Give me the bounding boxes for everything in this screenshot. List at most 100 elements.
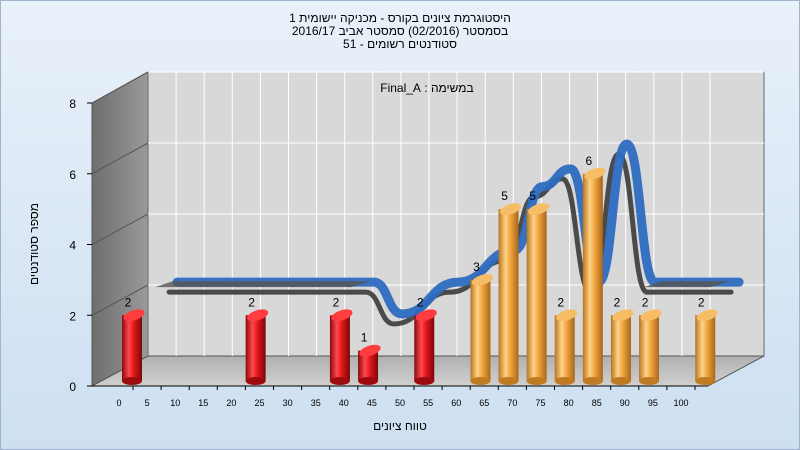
- grid-line-side: [91, 213, 149, 245]
- x-tick-label: 90: [620, 398, 630, 408]
- bar-top: [123, 309, 145, 322]
- bars-layer: [122, 167, 718, 385]
- bar-base: [122, 377, 142, 385]
- bar-data-label: 6: [585, 154, 592, 168]
- bar-top: [499, 203, 522, 215]
- bar: [329, 309, 353, 385]
- bar-body: [245, 315, 266, 381]
- bar-base: [414, 377, 435, 385]
- bar-data-label: 2: [248, 295, 255, 309]
- x-tick-label: 80: [564, 398, 574, 408]
- trend-ribbon: [172, 139, 744, 319]
- bar-base: [639, 377, 660, 385]
- bar-base: [610, 377, 631, 385]
- bar-top: [528, 203, 550, 215]
- bar-top: [584, 167, 606, 180]
- bar: [695, 309, 718, 385]
- x-tick-label: 35: [311, 398, 321, 408]
- bar-top: [247, 309, 269, 322]
- grid-line-side: [91, 284, 149, 316]
- bar-base: [329, 377, 350, 385]
- y-tick-label: 4: [69, 239, 76, 253]
- x-tick-label: 45: [367, 398, 377, 408]
- bar-data-label: 5: [529, 189, 536, 203]
- bar-body: [122, 315, 142, 381]
- x-tick-label: 5: [145, 398, 150, 408]
- bar-top: [556, 309, 578, 322]
- title-line-1: היסטוגרמת ציונים בקורס - מכניקה יישומית …: [289, 11, 511, 25]
- bar-top: [640, 309, 662, 322]
- bar-body: [610, 315, 631, 381]
- bar-body: [526, 209, 547, 381]
- bar-top: [331, 309, 353, 322]
- y-tick-label: 2: [69, 309, 76, 323]
- annotation-label: במשימה : Final_A: [380, 81, 473, 95]
- x-tick-label: 25: [254, 398, 264, 408]
- bar: [414, 309, 437, 385]
- bar-data-label: 2: [698, 295, 705, 309]
- bar-base: [358, 377, 379, 385]
- bar-base: [695, 377, 716, 385]
- x-tick-label: 85: [592, 398, 602, 408]
- bar-body: [639, 315, 660, 381]
- chart-title: היסטוגרמת ציונים בקורס - מכניקה יישומית …: [0, 12, 800, 51]
- title-line-3: סטודנטים רשומים - 51: [343, 37, 457, 51]
- trend-plate: [155, 281, 370, 288]
- x-tick-label: 0: [116, 398, 121, 408]
- bar: [498, 203, 522, 385]
- bar-top: [696, 309, 718, 322]
- x-tick-label: 100: [673, 398, 688, 408]
- bar-data-label: 5: [501, 189, 508, 203]
- y-tick-label: 8: [69, 97, 76, 111]
- bar: [554, 309, 578, 385]
- x-tick-label: 70: [507, 398, 517, 408]
- x-tick-label: 75: [535, 398, 545, 408]
- bar-body: [498, 209, 519, 381]
- x-tick-label: 20: [226, 398, 236, 408]
- x-axis-label: טווח ציונים: [373, 419, 427, 433]
- y-axis-label: מספר סטודנטים: [27, 203, 41, 285]
- trend-layer: [155, 139, 744, 327]
- bar: [639, 309, 662, 385]
- bar-top: [359, 344, 381, 357]
- x-tick-label: 50: [395, 398, 405, 408]
- bar-data-label: 2: [614, 295, 621, 309]
- bar-base: [582, 377, 603, 385]
- bar-body: [414, 315, 435, 381]
- bar-body: [470, 279, 491, 381]
- bar-body: [554, 315, 575, 381]
- bar: [122, 309, 145, 385]
- x-tick-label: 55: [423, 398, 433, 408]
- bar-data-label: 2: [557, 295, 564, 309]
- bar: [610, 309, 634, 385]
- x-tick-label: 95: [648, 398, 658, 408]
- trend-plate: [644, 281, 730, 288]
- bar-body: [358, 350, 379, 381]
- x-tick-label: 60: [451, 398, 461, 408]
- bar-data-label: 1: [361, 331, 368, 345]
- bar: [245, 309, 269, 385]
- bar: [582, 167, 606, 385]
- bar-base: [498, 377, 519, 385]
- title-line-2: בסמסטר (02/2016) סמסטר אביב 2016/17: [291, 24, 509, 38]
- bar-top: [471, 274, 494, 286]
- bar-data-label: 2: [642, 295, 649, 309]
- bar-body: [329, 315, 350, 381]
- bar-data-label: 2: [417, 295, 424, 309]
- bar: [470, 274, 494, 385]
- bar-base: [526, 377, 547, 385]
- bar-base: [554, 377, 575, 385]
- x-tick-label: 15: [198, 398, 208, 408]
- bar-base: [470, 377, 491, 385]
- x-tick-label: 65: [479, 398, 489, 408]
- y-tick-label: 0: [69, 380, 76, 394]
- x-tick-label: 30: [283, 398, 293, 408]
- bar: [358, 344, 381, 385]
- bar-body: [582, 173, 603, 381]
- bar-top: [415, 309, 437, 322]
- bar-top: [612, 309, 634, 322]
- bar-body: [695, 315, 716, 381]
- bar: [526, 203, 550, 385]
